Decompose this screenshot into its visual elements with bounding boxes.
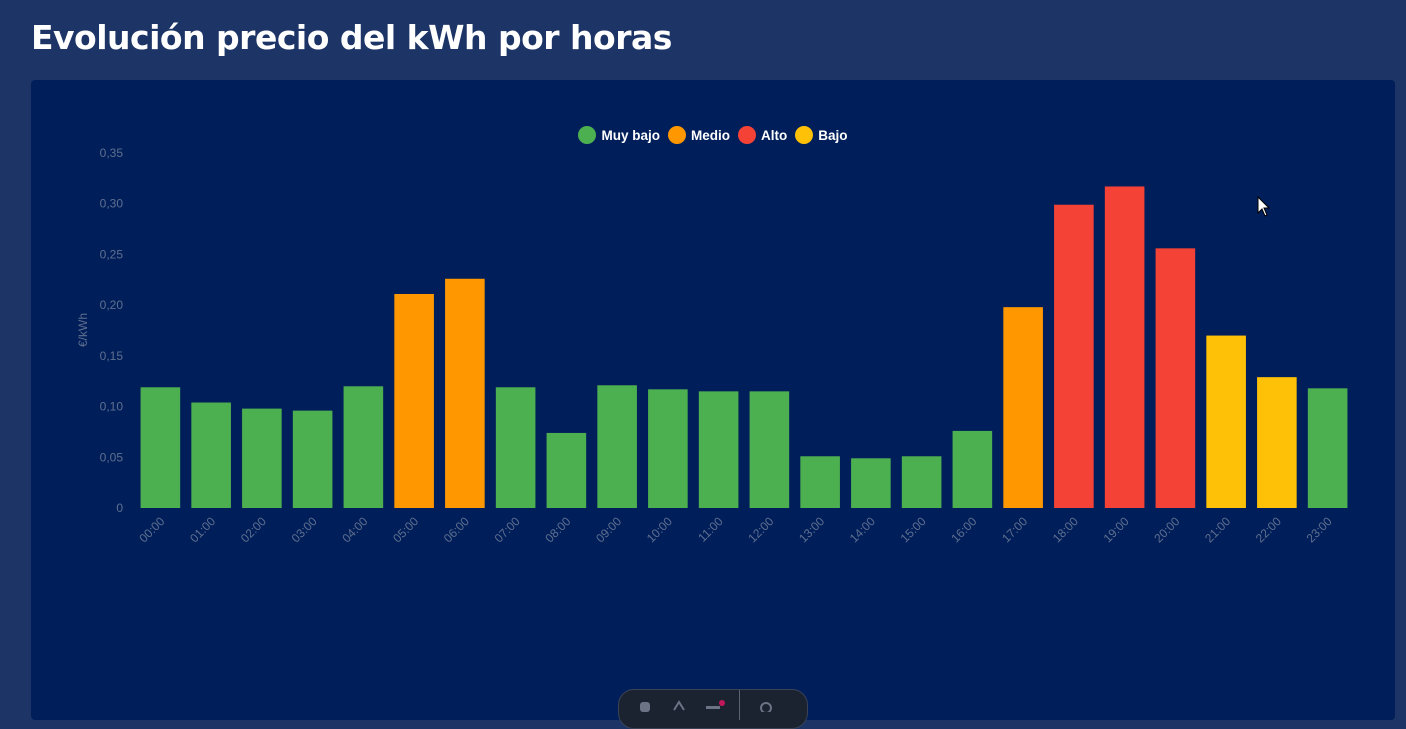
x-tick-label: 03:00 [289,514,320,545]
bar-1100[interactable] [698,391,739,508]
legend-swatch-medio [668,126,686,144]
mouse-cursor-icon [1257,196,1271,217]
y-tick-label: 0,05 [100,450,124,464]
legend-label-medio: Medio [691,127,730,143]
bar-0000[interactable] [140,387,181,508]
x-tick-label: 22:00 [1253,514,1284,545]
y-tick-label: 0,35 [100,146,124,160]
bar-0800[interactable] [546,432,587,508]
legend-label-bajo: Bajo [818,127,848,143]
bars [140,186,1348,509]
y-tick-label: 0,15 [100,349,124,363]
bar-2300[interactable] [1307,388,1348,508]
legend-swatch-alto [738,126,756,144]
legend-item-alto[interactable]: Alto [738,126,787,144]
bottom-toolbar [618,689,808,729]
legend-label-muy-bajo: Muy bajo [601,127,660,143]
legend-label-alto: Alto [761,127,788,143]
page-title: Evolución precio del kWh por horas [31,18,672,57]
x-tick-label: 13:00 [796,514,827,545]
x-tick-label: 15:00 [898,514,929,545]
x-tick-label: 00:00 [136,514,167,545]
bar-1400[interactable] [851,458,891,508]
legend-swatch-bajo [795,126,814,144]
bar-0300[interactable] [292,410,333,508]
x-tick-label: 02:00 [238,514,269,545]
bar-2200[interactable] [1257,377,1297,508]
x-tick-label: 04:00 [339,514,370,545]
x-tick-label: 08:00 [542,514,573,545]
x-tick-label: 14:00 [847,514,878,545]
bar-0700[interactable] [495,387,536,508]
x-tick-label: 20:00 [1151,514,1182,545]
y-tick-label: 0,30 [100,197,124,211]
bar-1600[interactable] [952,430,993,508]
x-tick-label: 05:00 [390,514,421,545]
bar-1000[interactable] [648,389,688,508]
toolbar-icon-3[interactable] [705,697,725,709]
x-tick-label: 11:00 [695,514,726,545]
x-tick-label: 18:00 [1050,514,1081,545]
bar-2000[interactable] [1155,248,1196,509]
x-tick-label: 06:00 [441,514,472,545]
bar-0100[interactable] [191,402,231,508]
bar-1300[interactable] [800,456,840,508]
x-tick-label: 16:00 [948,514,979,545]
chart-legend: Muy bajo Medio Alto Bajo [31,126,1395,144]
toolbar-icon-2[interactable] [671,697,687,711]
x-tick-label: 09:00 [593,514,624,545]
y-axis-label: €/kWh [76,313,90,347]
y-tick-label: 0 [116,501,123,515]
x-tick-label: 17:00 [999,514,1030,545]
x-tick-label: 19:00 [1101,514,1132,545]
bar-1800[interactable] [1054,204,1094,508]
bar-0200[interactable] [242,408,282,508]
x-tick-label: 23:00 [1304,514,1335,545]
legend-item-bajo[interactable]: Bajo [795,126,848,144]
x-axis: 00:00 01:00 02:00 03:00 04:00 05:00 06:00 07:00… [136,514,1335,545]
legend-item-muy-bajo[interactable]: Muy bajo [578,126,660,144]
bar-0900[interactable] [597,385,637,508]
x-tick-label: 21:00 [1202,514,1233,545]
y-tick-label: 0,20 [100,298,124,312]
y-tick-label: 0,10 [100,400,124,414]
bar-chart: 0 0,05 0,10 0,15 0,20 0,25 0,30 0,35 €/kWh 00:0… [76,146,1348,545]
toolbar-separator [739,690,740,720]
x-tick-label: 07:00 [492,514,523,545]
bar-1200[interactable] [749,391,790,508]
legend-item-medio[interactable]: Medio [668,126,730,144]
legend-swatch-muy-bajo [578,126,597,144]
bar-2100[interactable] [1206,335,1246,508]
x-tick-label: 10:00 [644,514,675,545]
y-tick-label: 0,25 [100,247,124,261]
x-tick-label: 01:00 [187,514,218,545]
x-tick-label: 12:00 [745,514,776,545]
toolbar-icon-1[interactable] [637,697,653,712]
bar-0600[interactable] [445,278,485,508]
bar-0500[interactable] [394,293,434,508]
bar-1700[interactable] [1003,307,1043,508]
toolbar-icon-4[interactable] [758,697,774,714]
bar-0400[interactable] [343,386,384,508]
y-axis: 0 0,05 0,10 0,15 0,20 0,25 0,30 0,35 [100,146,124,515]
chart-card: Muy bajo Medio Alto Bajo 0 0,05 0,10 0,15 0,… [31,80,1395,720]
bar-1900[interactable] [1104,186,1145,508]
bar-1500[interactable] [901,456,942,508]
